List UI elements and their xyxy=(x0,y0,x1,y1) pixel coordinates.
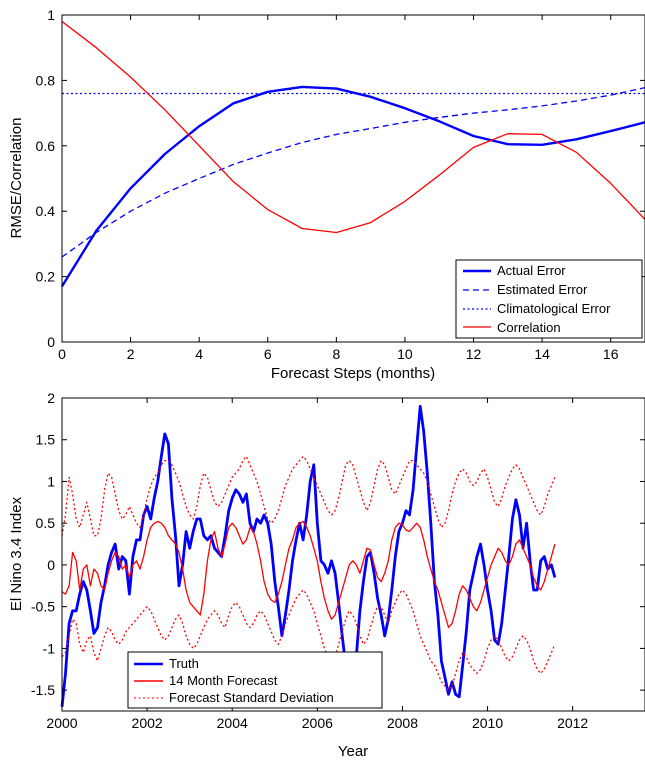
top-chart-ticks: 0 2 4 6 8 10 12 14 16 0 0.2 0.4 0.6 0.8 1 xyxy=(36,7,645,362)
top-xtick-label: 14 xyxy=(534,346,550,362)
bottom-chart-ylabel: El Nino 3.4 Index xyxy=(8,496,25,611)
top-ytick-label: 0 xyxy=(47,334,55,350)
top-ytick-label: 0.2 xyxy=(36,269,56,285)
top-ytick-label: 1 xyxy=(47,7,55,23)
bottom-chart-series xyxy=(60,404,557,707)
top-xtick-label: 6 xyxy=(264,346,272,362)
bottom-xtick-label: 2010 xyxy=(472,715,503,731)
bottom-xtick-label: 2012 xyxy=(557,715,588,731)
legend-label-forecast-std: Forecast Standard Deviation xyxy=(169,690,334,705)
bottom-ytick-label: 2 xyxy=(47,390,55,406)
bottom-series-forecast-standard-deviation-lower xyxy=(61,589,556,691)
top-legend-box xyxy=(455,259,643,339)
bottom-chart-xlabel: Year xyxy=(338,743,368,760)
top-xtick-label: 12 xyxy=(466,346,482,362)
bottom-ytick-label: 1.5 xyxy=(36,432,56,448)
bottom-ytick-label: 0 xyxy=(47,557,55,573)
top-chart-legend: Actual Error Estimated Error Climatologi… xyxy=(455,259,643,339)
bottom-xtick-label: 2008 xyxy=(387,715,418,731)
bottom-ytick-label: -0.5 xyxy=(31,599,55,615)
top-xtick-label: 4 xyxy=(195,346,203,362)
top-xtick-label: 10 xyxy=(397,346,413,362)
bottom-series-forecast-standard-deviation-upper xyxy=(61,455,556,537)
bottom-xtick-label: 2004 xyxy=(217,715,248,731)
legend-label-correlation: Correlation xyxy=(497,320,561,335)
top-series-correlation xyxy=(61,20,645,234)
top-chart-axes-box xyxy=(61,14,645,343)
bottom-ytick-label: -1 xyxy=(43,640,56,656)
bottom-chart-axes-box xyxy=(61,397,645,712)
bottom-ytick-label: 1 xyxy=(47,473,55,489)
bottom-chart-legend: Truth 14 Month Forecast Forecast Standar… xyxy=(127,651,383,709)
top-xtick-label: 0 xyxy=(58,346,66,362)
bottom-series-14-month-forecast xyxy=(61,520,556,629)
bottom-ytick-label: -1.5 xyxy=(31,682,55,698)
legend-label-14-month-forecast: 14 Month Forecast xyxy=(169,673,278,688)
top-xtick-label: 16 xyxy=(603,346,619,362)
top-chart-series xyxy=(60,20,645,288)
top-chart-panel: 0 2 4 6 8 10 12 14 16 0 0.2 0.4 0.6 0.8 1 Forecast Ste… xyxy=(8,7,645,382)
bottom-ytick-label: 0.5 xyxy=(36,515,56,531)
legend-label-climatological-error: Climatological Error xyxy=(497,301,611,316)
bottom-legend-box xyxy=(127,651,383,709)
legend-label-actual-error: Actual Error xyxy=(497,263,566,278)
bottom-xtick-label: 2002 xyxy=(132,715,163,731)
bottom-xtick-label: 2006 xyxy=(302,715,333,731)
top-xtick-label: 8 xyxy=(332,346,340,362)
top-ytick-label: 0.8 xyxy=(36,72,56,88)
top-chart-ylabel: RMSE/Correlation xyxy=(8,118,25,239)
top-ytick-label: 0.4 xyxy=(36,203,56,219)
top-xtick-label: 2 xyxy=(127,346,135,362)
top-series-estimated-error xyxy=(61,86,645,258)
bottom-xtick-label: 2000 xyxy=(46,715,77,731)
legend-label-estimated-error: Estimated Error xyxy=(497,282,588,297)
top-ytick-label: 0.6 xyxy=(36,138,56,154)
bottom-chart-ticks: 2000 2002 2004 2006 2008 2010 2012 -1.5 -1 -0.5 0 0… xyxy=(31,390,645,731)
top-chart-xlabel: Forecast Steps (months) xyxy=(271,365,435,382)
bottom-chart-panel: 2000 2002 2004 2006 2008 2010 2012 -1.5 -1 -0.5 0 0… xyxy=(8,390,645,760)
top-series-actual-error xyxy=(60,85,645,288)
legend-label-truth: Truth xyxy=(169,656,199,671)
